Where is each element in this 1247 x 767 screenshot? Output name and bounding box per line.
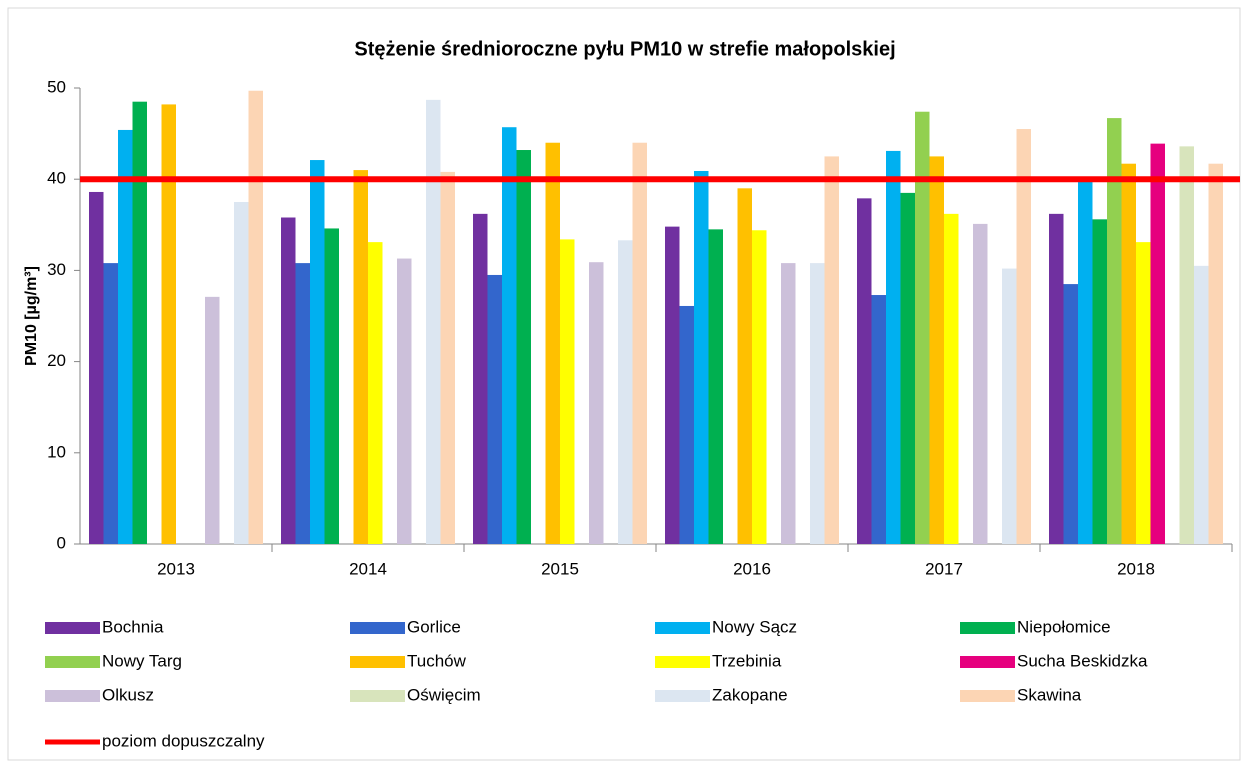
y-tick-label: 20 [47,351,66,370]
legend-label: Tuchów [407,651,467,670]
bar [324,228,339,544]
legend-label: Zakopane [712,685,788,704]
legend-label: Bochnia [102,617,164,636]
legend-swatch [350,690,405,702]
chart-title: Stężenie średnioroczne pyłu PM10 w stref… [354,38,895,60]
bar [118,129,133,544]
bar [310,160,325,544]
bar [516,150,531,545]
x-tick-label: 2018 [1117,559,1155,578]
bar [353,170,368,544]
bar [1107,118,1122,544]
bar [397,258,412,544]
x-tick-label: 2014 [349,559,387,578]
bar [810,263,825,544]
y-tick-label: 10 [47,442,66,461]
bar [824,156,839,544]
legend-label: Trzebinia [712,651,782,670]
bar [560,239,575,544]
legend-swatch [350,656,405,668]
bar [368,242,383,545]
legend-label: Gorlice [407,617,461,636]
legend-label: Nowy Sącz [712,617,797,636]
bar [618,240,633,544]
legend-swatch [655,622,710,634]
bar [589,262,604,544]
y-tick-label: 40 [47,169,66,188]
bar [915,111,930,544]
bar [1136,242,1151,545]
legend-swatch [45,690,100,702]
x-tick-label: 2013 [157,559,195,578]
bar [973,223,988,544]
bar [103,263,118,544]
bar [295,263,310,544]
bar [545,142,560,544]
bar [1150,143,1165,544]
bar [665,226,680,544]
legend-label: poziom dopuszczalny [102,731,265,750]
legend-label: Sucha Beskidzka [1017,651,1148,670]
legend-label: Oświęcim [407,685,481,704]
legend-label: Olkusz [102,685,154,704]
bar [487,274,502,544]
bar [89,191,104,544]
bar [1016,129,1031,545]
legend-swatch [45,622,100,634]
bar [281,217,296,544]
bar [1121,163,1136,545]
y-tick-label: 50 [47,77,66,96]
legend-label: Skawina [1017,685,1082,704]
x-tick-label: 2017 [925,559,963,578]
bar [1194,265,1209,544]
bar [161,104,176,544]
bar [1179,146,1194,545]
bar [440,171,455,545]
bar [900,192,915,544]
bar [502,127,517,544]
bar [248,90,263,545]
bar [694,170,709,544]
bar [737,188,752,544]
x-tick-label: 2015 [541,559,579,578]
y-tick-label: 0 [57,533,66,552]
bar [781,263,796,544]
legend-swatch [655,690,710,702]
bar [1078,179,1093,544]
bar [1049,213,1064,544]
bar [632,142,647,544]
bar [679,305,694,544]
x-tick-label: 2016 [733,559,771,578]
legend-swatch [350,622,405,634]
bar [426,99,441,544]
bar [1063,284,1078,544]
bar [857,198,872,545]
legend-swatch [960,656,1015,668]
bar [871,295,886,544]
bar [1208,163,1223,545]
legend-label: Nowy Targ [102,651,182,670]
y-tick-label: 30 [47,260,66,279]
legend-swatch [960,690,1015,702]
y-axis-label: PM10 [µg/m³] [23,266,40,366]
legend-label: Niepołomice [1017,617,1111,636]
bar [132,101,147,545]
legend-swatch [655,656,710,668]
bar [929,156,944,544]
bar [205,296,220,544]
bar [708,229,723,545]
bar [1092,219,1107,544]
bar [752,230,767,544]
legend-swatch [960,622,1015,634]
bar [886,150,901,545]
bar [473,213,488,544]
bar [234,202,249,544]
bar [944,213,959,544]
legend-swatch [45,656,100,668]
bar [1002,268,1017,544]
